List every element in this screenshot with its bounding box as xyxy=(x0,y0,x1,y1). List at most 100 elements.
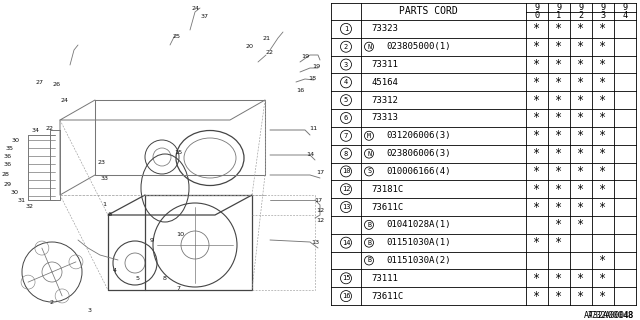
Text: *: * xyxy=(577,111,584,124)
Text: 9: 9 xyxy=(556,3,562,12)
Text: 25: 25 xyxy=(173,34,181,38)
Text: *: * xyxy=(556,76,563,89)
Text: *: * xyxy=(577,290,584,303)
Text: 9: 9 xyxy=(600,3,605,12)
Text: *: * xyxy=(577,218,584,231)
Text: *: * xyxy=(533,58,541,71)
Text: B: B xyxy=(367,222,371,228)
Text: 17: 17 xyxy=(316,171,324,175)
Text: *: * xyxy=(556,272,563,285)
Text: *: * xyxy=(600,272,607,285)
Text: 35: 35 xyxy=(6,146,14,150)
Text: *: * xyxy=(556,236,563,249)
Text: *: * xyxy=(600,22,607,36)
Text: 36: 36 xyxy=(4,154,12,158)
Text: 9: 9 xyxy=(150,237,154,243)
Text: *: * xyxy=(533,165,541,178)
Text: 10: 10 xyxy=(176,233,184,237)
Text: B: B xyxy=(367,258,371,263)
Text: *: * xyxy=(533,22,541,36)
Text: *: * xyxy=(577,147,584,160)
Text: 28: 28 xyxy=(1,172,9,178)
Text: 12: 12 xyxy=(316,218,324,222)
Text: 17: 17 xyxy=(314,197,322,203)
Text: *: * xyxy=(556,40,563,53)
Text: 3: 3 xyxy=(344,61,348,68)
Text: *: * xyxy=(600,58,607,71)
Text: *: * xyxy=(600,76,607,89)
Text: 21: 21 xyxy=(263,36,271,41)
Text: 73323: 73323 xyxy=(371,24,398,33)
Text: 26: 26 xyxy=(53,82,61,86)
Text: 32: 32 xyxy=(26,204,34,210)
Text: *: * xyxy=(533,76,541,89)
Text: *: * xyxy=(600,129,607,142)
Text: *: * xyxy=(600,201,607,213)
Text: 73611C: 73611C xyxy=(372,203,404,212)
Text: 01151030A(2): 01151030A(2) xyxy=(386,256,451,265)
Text: 11: 11 xyxy=(309,125,317,131)
Text: *: * xyxy=(533,40,541,53)
Text: *: * xyxy=(556,201,563,213)
Text: 73611C: 73611C xyxy=(372,292,404,300)
Text: 36: 36 xyxy=(4,162,12,166)
Text: *: * xyxy=(556,58,563,71)
Text: 6: 6 xyxy=(108,212,112,218)
Text: 16: 16 xyxy=(296,87,304,92)
Text: *: * xyxy=(533,236,541,249)
Text: N: N xyxy=(367,151,371,156)
Text: 31: 31 xyxy=(18,197,26,203)
Text: *: * xyxy=(600,40,607,53)
Text: *: * xyxy=(533,94,541,107)
Text: 3: 3 xyxy=(600,11,605,20)
Text: *: * xyxy=(577,201,584,213)
Text: 20: 20 xyxy=(246,44,254,49)
Text: *: * xyxy=(533,272,541,285)
Text: 14: 14 xyxy=(306,153,314,157)
Text: 2: 2 xyxy=(579,11,584,20)
Text: 22: 22 xyxy=(266,50,274,54)
Text: 1: 1 xyxy=(102,203,106,207)
Text: A732A00048: A732A00048 xyxy=(588,311,634,320)
Text: 031206006(3): 031206006(3) xyxy=(386,131,451,140)
Text: *: * xyxy=(556,147,563,160)
Text: *: * xyxy=(556,183,563,196)
Text: *: * xyxy=(533,129,541,142)
Text: 13: 13 xyxy=(342,204,350,210)
Text: PARTS CORD: PARTS CORD xyxy=(399,6,458,17)
Text: 2: 2 xyxy=(344,44,348,50)
Text: 5: 5 xyxy=(136,276,140,281)
Text: 22: 22 xyxy=(46,125,54,131)
Text: 010006166(4): 010006166(4) xyxy=(386,167,451,176)
Text: 01041028A(1): 01041028A(1) xyxy=(386,220,451,229)
Text: 9: 9 xyxy=(534,3,540,12)
Text: 1: 1 xyxy=(556,11,562,20)
Text: *: * xyxy=(577,76,584,89)
Text: 0: 0 xyxy=(534,11,540,20)
Text: *: * xyxy=(577,165,584,178)
Text: 73181C: 73181C xyxy=(372,185,404,194)
Text: 9: 9 xyxy=(622,3,628,12)
Text: 023805000(1): 023805000(1) xyxy=(386,42,451,51)
Text: 15: 15 xyxy=(174,149,182,155)
Text: 33: 33 xyxy=(101,175,109,180)
Text: 73111: 73111 xyxy=(371,274,398,283)
Text: *: * xyxy=(533,201,541,213)
Text: 19: 19 xyxy=(301,53,309,59)
Text: 19: 19 xyxy=(312,63,320,68)
Text: *: * xyxy=(600,111,607,124)
Text: *: * xyxy=(600,183,607,196)
Text: *: * xyxy=(577,94,584,107)
Text: 023806006(3): 023806006(3) xyxy=(386,149,451,158)
Text: 16: 16 xyxy=(342,293,350,299)
Text: *: * xyxy=(577,272,584,285)
Text: 1: 1 xyxy=(344,26,348,32)
Text: *: * xyxy=(533,183,541,196)
Text: 18: 18 xyxy=(308,76,316,81)
Text: B: B xyxy=(367,240,371,246)
Text: *: * xyxy=(556,290,563,303)
Text: 3: 3 xyxy=(88,308,92,313)
Text: 45164: 45164 xyxy=(371,78,398,87)
Text: 34: 34 xyxy=(32,127,40,132)
Text: 73311: 73311 xyxy=(371,60,398,69)
